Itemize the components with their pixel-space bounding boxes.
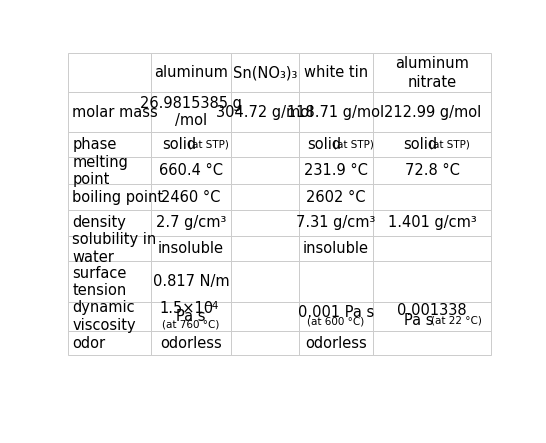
Text: solid: solid — [307, 137, 341, 152]
Text: solid: solid — [403, 137, 437, 152]
Bar — [299, 261, 373, 302]
Text: 1.5×10: 1.5×10 — [159, 301, 214, 316]
Bar — [151, 302, 231, 331]
Bar — [373, 261, 491, 302]
Text: 72.8 °C: 72.8 °C — [405, 163, 460, 179]
Bar — [373, 236, 491, 261]
Text: (at STP): (at STP) — [188, 140, 229, 149]
Bar — [231, 302, 299, 331]
Text: solubility in
water: solubility in water — [73, 232, 157, 264]
Bar — [151, 184, 231, 210]
Bar — [299, 93, 373, 132]
Text: 0.817 N/m: 0.817 N/m — [153, 274, 229, 289]
Text: 2.7 g/cm³: 2.7 g/cm³ — [156, 215, 226, 230]
Text: density: density — [73, 215, 126, 230]
Bar — [373, 184, 491, 210]
Text: Pa s: Pa s — [404, 313, 434, 328]
Text: molar mass: molar mass — [73, 105, 158, 120]
Text: 212.99 g/mol: 212.99 g/mol — [383, 105, 481, 120]
Text: (at 760 °C): (at 760 °C) — [162, 320, 219, 330]
Bar — [151, 157, 231, 184]
Text: 2602 °C: 2602 °C — [306, 190, 366, 205]
Bar — [373, 53, 491, 93]
Text: white tin: white tin — [304, 65, 368, 80]
Text: odorless: odorless — [305, 336, 367, 350]
Bar — [373, 93, 491, 132]
Text: melting
point: melting point — [73, 155, 128, 187]
Text: odor: odor — [73, 336, 105, 350]
Bar — [68, 157, 151, 184]
Bar — [151, 236, 231, 261]
Bar — [68, 132, 151, 157]
Bar — [299, 210, 373, 236]
Bar — [68, 331, 151, 355]
Bar — [68, 210, 151, 236]
Text: odorless: odorless — [160, 336, 222, 350]
Text: insoluble: insoluble — [303, 241, 369, 256]
Text: (at 22 °C): (at 22 °C) — [431, 315, 482, 325]
Text: Sn(NO₃)₃: Sn(NO₃)₃ — [233, 65, 297, 80]
Bar — [231, 210, 299, 236]
Text: aluminum
nitrate: aluminum nitrate — [395, 56, 469, 89]
Bar — [231, 93, 299, 132]
Text: (at STP): (at STP) — [430, 140, 470, 149]
Text: boiling point: boiling point — [73, 190, 164, 205]
Bar — [299, 331, 373, 355]
Bar — [68, 184, 151, 210]
Text: (at 600 °C): (at 600 °C) — [307, 317, 365, 327]
Bar — [151, 331, 231, 355]
Text: surface
tension: surface tension — [73, 265, 127, 298]
Text: (at STP): (at STP) — [333, 140, 374, 149]
Text: 1.401 g/cm³: 1.401 g/cm³ — [388, 215, 477, 230]
Text: Pa s: Pa s — [176, 309, 206, 324]
Bar — [299, 132, 373, 157]
Text: 231.9 °C: 231.9 °C — [304, 163, 368, 179]
Bar — [299, 53, 373, 93]
Bar — [231, 261, 299, 302]
Text: 0.001 Pa s: 0.001 Pa s — [298, 305, 374, 320]
Text: solid: solid — [162, 137, 196, 152]
Text: dynamic
viscosity: dynamic viscosity — [73, 300, 136, 333]
Text: insoluble: insoluble — [158, 241, 224, 256]
Bar — [373, 331, 491, 355]
Bar — [68, 236, 151, 261]
Bar — [231, 157, 299, 184]
Text: 660.4 °C: 660.4 °C — [159, 163, 223, 179]
Bar — [231, 132, 299, 157]
Bar — [299, 184, 373, 210]
Bar — [68, 261, 151, 302]
Bar — [373, 132, 491, 157]
Text: 0.001338: 0.001338 — [397, 303, 467, 319]
Bar — [373, 302, 491, 331]
Bar — [68, 302, 151, 331]
Text: 304.72 g/mol: 304.72 g/mol — [216, 105, 313, 120]
Bar — [231, 331, 299, 355]
Bar — [151, 210, 231, 236]
Bar — [373, 157, 491, 184]
Bar — [151, 261, 231, 302]
Bar — [151, 53, 231, 93]
Bar — [151, 93, 231, 132]
Text: 118.71 g/mol: 118.71 g/mol — [287, 105, 384, 120]
Bar — [373, 210, 491, 236]
Bar — [231, 184, 299, 210]
Bar — [231, 53, 299, 93]
Text: phase: phase — [73, 137, 117, 152]
Text: −4: −4 — [204, 301, 219, 311]
Bar — [68, 53, 151, 93]
Bar — [231, 236, 299, 261]
Bar — [299, 236, 373, 261]
Bar — [299, 302, 373, 331]
Text: 26.9815385 g
/mol: 26.9815385 g /mol — [140, 96, 242, 128]
Bar — [68, 93, 151, 132]
Text: 2460 °C: 2460 °C — [161, 190, 221, 205]
Bar — [299, 157, 373, 184]
Text: aluminum: aluminum — [154, 65, 228, 80]
Bar — [151, 132, 231, 157]
Text: 7.31 g/cm³: 7.31 g/cm³ — [296, 215, 376, 230]
